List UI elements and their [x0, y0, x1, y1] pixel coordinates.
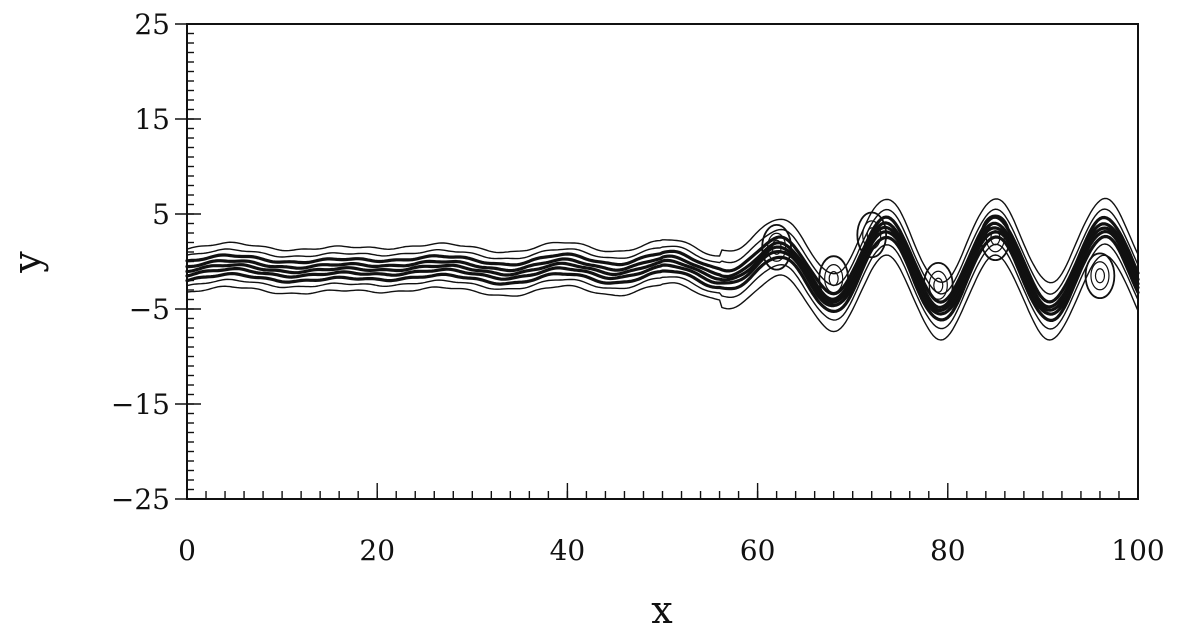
- minor-ticks: [187, 32, 1120, 499]
- y-tick-label: 25: [134, 8, 170, 41]
- contour-line: [186, 208, 1139, 295]
- vortex-contour: [990, 230, 1001, 246]
- y-tick-label: −15: [111, 388, 170, 421]
- contour-lines: [185, 197, 1140, 341]
- vortex-contour: [818, 255, 849, 302]
- y-tick-label: 5: [152, 198, 170, 231]
- x-axis-label: x: [651, 588, 672, 632]
- vortex-contour: [928, 270, 948, 300]
- vortex-contour: [824, 264, 844, 294]
- y-tick-label: −5: [129, 293, 170, 326]
- y-tick-label: −25: [111, 483, 170, 516]
- vortex-contour: [866, 227, 877, 243]
- x-tick-label: 40: [550, 534, 586, 567]
- vortex-contour: [856, 211, 888, 259]
- contour-line: [186, 243, 1139, 330]
- x-tick-label: 0: [178, 534, 196, 567]
- vortex-contour: [828, 271, 839, 287]
- y-axis-label: y: [5, 251, 49, 274]
- x-tick-labels: 0 20 40 60 80 100: [178, 534, 1165, 567]
- vortex-contour: [985, 223, 1005, 253]
- contour-line: [186, 254, 1139, 341]
- contour-line: [185, 234, 1140, 322]
- contour-line: [185, 225, 1140, 313]
- contour-line: [185, 230, 1140, 316]
- vortex-contour: [862, 220, 882, 250]
- x-tick-label: 100: [1111, 534, 1164, 567]
- x-tick-label: 20: [359, 534, 395, 567]
- contour-line: [186, 197, 1139, 284]
- vortex-contour: [1094, 268, 1106, 284]
- vortex-contour: [771, 239, 782, 255]
- x-tick-label: 60: [740, 534, 776, 567]
- vortex-contour: [933, 277, 944, 293]
- y-tick-labels: 25 15 5 −5 −15 −25: [111, 8, 170, 516]
- x-tick-label: 80: [930, 534, 966, 567]
- vortex-contour: [922, 261, 954, 309]
- vortex-contour: [1090, 261, 1110, 291]
- vortex-contour: [761, 223, 792, 271]
- plot-frame: [186, 23, 1139, 500]
- vortex-contour: [980, 214, 1011, 262]
- contour-line: [185, 215, 1140, 304]
- vortex-contour: [767, 232, 787, 262]
- y-tick-label: 15: [134, 103, 170, 136]
- vortex-contour: [1084, 252, 1116, 300]
